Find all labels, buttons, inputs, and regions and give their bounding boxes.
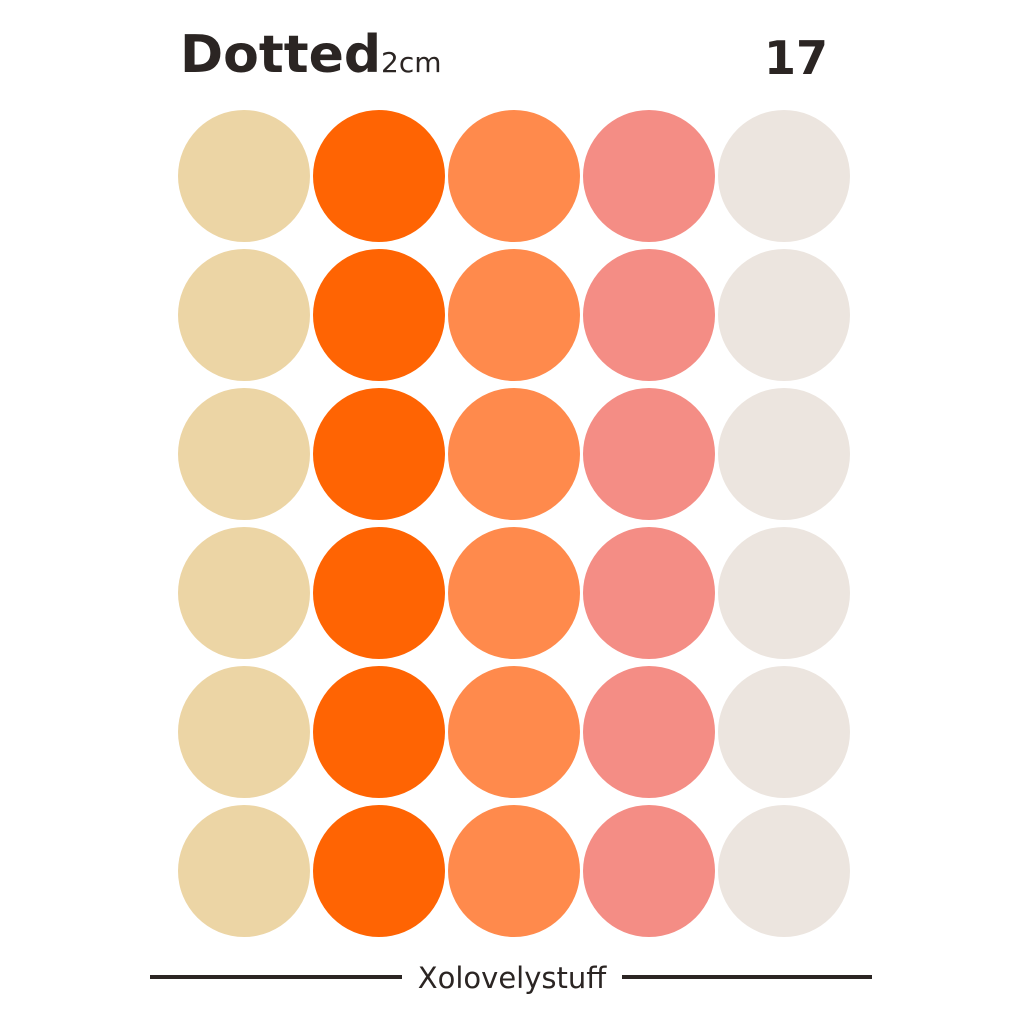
dot: [313, 805, 445, 937]
dot: [313, 110, 445, 242]
dot: [448, 805, 580, 937]
dot: [448, 666, 580, 798]
dot: [583, 110, 715, 242]
size-label: 2cm: [381, 46, 441, 79]
dot: [448, 527, 580, 659]
dot: [718, 527, 850, 659]
dot: [178, 249, 310, 381]
dot: [178, 666, 310, 798]
dot: [178, 388, 310, 520]
dot: [313, 388, 445, 520]
dot: [313, 666, 445, 798]
dot: [313, 527, 445, 659]
dot: [448, 249, 580, 381]
dot: [313, 249, 445, 381]
dot-grid: [178, 110, 850, 937]
dot: [583, 805, 715, 937]
dot: [448, 388, 580, 520]
brand: Xolovelystuff: [418, 961, 607, 995]
dot: [718, 388, 850, 520]
dot: [718, 666, 850, 798]
dot: [178, 805, 310, 937]
dot: [718, 805, 850, 937]
dot: [718, 110, 850, 242]
dot: [583, 666, 715, 798]
dot: [178, 110, 310, 242]
sheet-number: 17: [764, 31, 828, 85]
dot: [718, 249, 850, 381]
dot: [583, 388, 715, 520]
dot: [583, 527, 715, 659]
dot: [583, 249, 715, 381]
title: Dotted: [180, 25, 381, 85]
dot: [448, 110, 580, 242]
dot: [178, 527, 310, 659]
